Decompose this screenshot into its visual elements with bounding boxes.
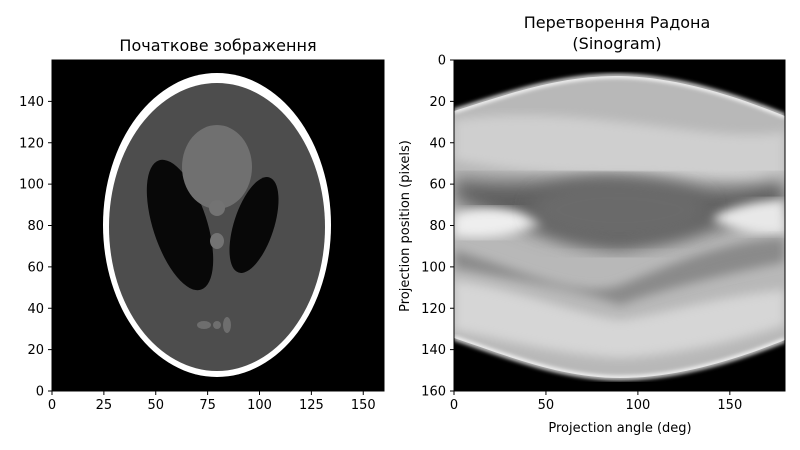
y-tick-label: 160 (421, 385, 446, 400)
y-tick-label: 40 (429, 136, 446, 151)
sinogram-title-line2: (Sinogram) (572, 34, 661, 53)
y-tick-label: 40 (27, 302, 44, 317)
x-tick-label: 50 (147, 398, 164, 413)
y-tick-label: 0 (36, 385, 44, 400)
x-tick-label: 150 (717, 398, 742, 413)
x-tick-label: 100 (625, 398, 650, 413)
x-tick-label: 0 (48, 398, 56, 413)
phantom-title: Початкове зображення (119, 36, 316, 55)
x-tick-label: 100 (247, 398, 272, 413)
phantom-panel: Початкове зображення 0 25 50 75 100 125 150 0 20… (19, 36, 385, 413)
sinogram-title-line1: Перетворення Радона (524, 13, 711, 32)
x-tick-label: 125 (299, 398, 324, 413)
x-tick-label: 0 (450, 398, 458, 413)
y-tick-label: 0 (438, 54, 446, 69)
y-tick-label: 100 (421, 260, 446, 275)
y-tick-label: 80 (27, 219, 44, 234)
x-tick-label: 150 (351, 398, 376, 413)
y-tick-label: 20 (429, 95, 446, 110)
x-tick-label: 25 (96, 398, 113, 413)
sinogram-axes: 0 50 100 150 0 20 40 60 80 100 120 140 160 (421, 54, 742, 414)
y-tick-label: 100 (19, 178, 44, 193)
sinogram-ylabel: Projection position (pixels) (398, 140, 413, 312)
y-tick-label: 120 (421, 302, 446, 317)
phantom-image (52, 60, 384, 391)
sinogram-panel: Перетворення Радона (Sinogram) 0 50 1 (398, 13, 786, 436)
y-tick-label: 60 (429, 178, 446, 193)
y-tick-label: 140 (19, 95, 44, 110)
y-tick-label: 120 (19, 136, 44, 151)
sinogram-image (454, 60, 785, 391)
x-tick-label: 75 (199, 398, 216, 413)
phantom-axes: 0 25 50 75 100 125 150 0 20 40 60 80 100 120 140 (19, 95, 375, 413)
x-tick-label: 50 (538, 398, 555, 413)
y-tick-label: 140 (421, 343, 446, 358)
y-tick-label: 20 (27, 343, 44, 358)
sinogram-xlabel: Projection angle (deg) (548, 421, 691, 436)
y-tick-label: 80 (429, 219, 446, 234)
y-tick-label: 60 (27, 260, 44, 275)
